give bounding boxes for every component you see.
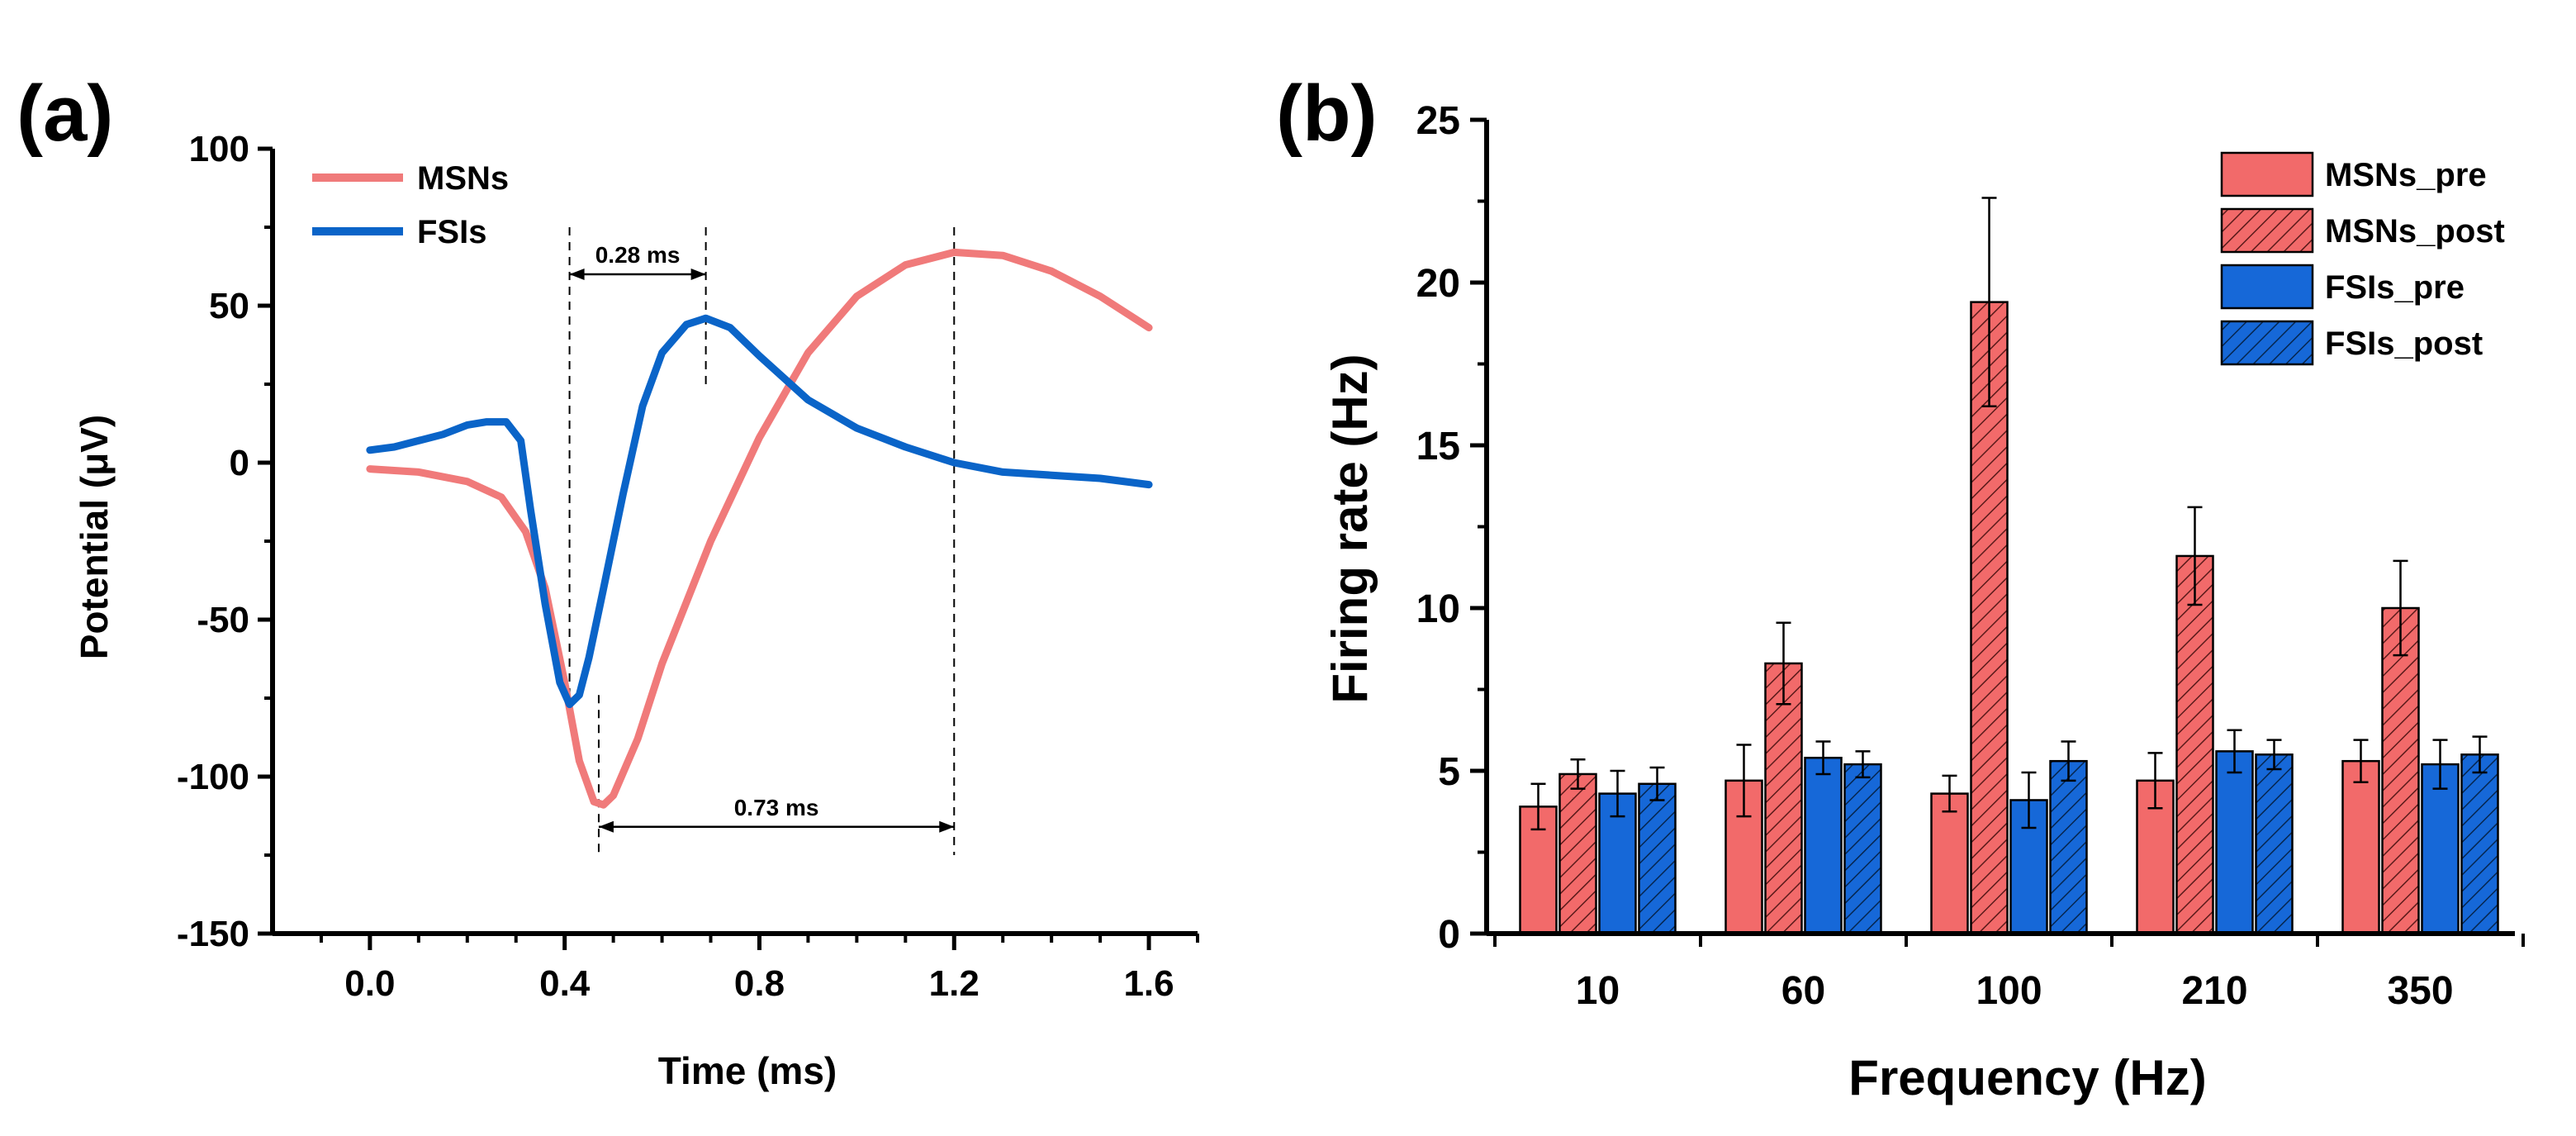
bar-msns_post-210 — [2175, 554, 2214, 935]
legend-swatch-fsis_post — [2220, 320, 2314, 366]
legend-label-fsis_pre: FSIs_pre — [2325, 269, 2465, 306]
legend-label-msns_post: MSNs_post — [2325, 213, 2505, 250]
legend-swatch-fsis_pre — [2220, 264, 2314, 310]
bar-msns_pre-350 — [2341, 759, 2380, 935]
legend-label-msns: MSNs — [417, 160, 509, 197]
panel-a-y-tick-label: 100 — [189, 129, 249, 169]
bar-fsis_post-10 — [1638, 782, 1677, 935]
panel-b-y-tick-label: 20 — [1416, 262, 1460, 306]
panel-a-y-tick-label: -150 — [177, 914, 249, 954]
panel-a-x-tick-label: 0.0 — [344, 963, 395, 1004]
panel-b-x-tick-label-210: 210 — [2181, 969, 2247, 1013]
panel-a-legend: MSNs FSIs — [312, 160, 509, 250]
annotation-arrowhead-left-0 — [569, 269, 585, 280]
bar-msns_pre-100 — [1930, 792, 1969, 935]
panel-a-y-tick-label: 50 — [209, 286, 249, 326]
panel-a-x-tick-label: 1.6 — [1123, 963, 1174, 1004]
legend-label-fsis_post: FSIs_post — [2325, 326, 2483, 362]
panel-a-y-axis-label: Potential (μV) — [73, 415, 116, 659]
bar-fsis_pre-210 — [2215, 750, 2254, 935]
bar-msns_post-100 — [1970, 301, 2009, 935]
bar-fsis_post-210 — [2255, 753, 2294, 935]
panel-b-y-tick-label: 10 — [1416, 587, 1460, 631]
bar-msns_post-10 — [1558, 772, 1597, 935]
panel-a-x-tick-label: 0.8 — [734, 963, 785, 1004]
panel-b-y-tick-label: 5 — [1438, 750, 1460, 794]
panel-a-guide-lines — [568, 227, 956, 855]
panel-b-x-tick-label-60: 60 — [1781, 969, 1825, 1013]
panel-a-label: (a) — [17, 69, 113, 158]
panel-b-y-tick-label: 15 — [1416, 425, 1460, 468]
annotation-arrowhead-right-0 — [690, 269, 706, 280]
bar-msns_post-350 — [2381, 606, 2420, 935]
bar-fsis_pre-60 — [1804, 756, 1843, 935]
annotation-arrowhead-right-1 — [939, 820, 955, 833]
panel-a-x-tick-label: 1.2 — [929, 963, 980, 1004]
annotation-label-0: 0.28 ms — [595, 242, 681, 268]
panel-b-y-axis-label: Firing rate (Hz) — [1322, 354, 1378, 703]
legend-label-fsis: FSIs — [417, 214, 486, 250]
panel-b-legend: MSNs_pre MSNs_post FSIs_pre FSIs_post — [2220, 151, 2505, 366]
panel-b-x-tick-label-350: 350 — [2387, 969, 2453, 1013]
bar-fsis_post-100 — [2049, 759, 2088, 935]
panel-b-y-tick-label: 0 — [1438, 913, 1460, 957]
panel-a-line-chart: (a) 100 50 0 -50 -100 -150 0.0 0.4 0.8 1.2 1.6 0.2… — [17, 69, 1199, 1092]
panel-b-y-tick-label: 25 — [1416, 99, 1460, 143]
panel-b-x-tick-label-100: 100 — [1976, 969, 2042, 1013]
panel-a-x-tick-label: 0.4 — [539, 963, 591, 1004]
panel-a-x-axis-label: Time (ms) — [658, 1049, 837, 1092]
legend-label-msns_pre: MSNs_pre — [2325, 157, 2487, 193]
annotation-arrowhead-left-1 — [598, 820, 614, 833]
panel-a-y-tick-label: -100 — [177, 757, 249, 797]
bar-fsis_post-60 — [1843, 763, 1882, 935]
panel-b-label: (b) — [1276, 69, 1378, 158]
series-line-fsis — [366, 314, 1153, 709]
bar-fsis_post-350 — [2460, 753, 2499, 935]
series-line-msns — [366, 248, 1153, 809]
legend-swatch-msns_pre — [2220, 151, 2314, 197]
panel-a-y-tick-label: 0 — [230, 443, 249, 483]
panel-b-x-axis-label: Frequency (Hz) — [1848, 1050, 2206, 1105]
annotation-label-1: 0.73 ms — [734, 795, 819, 820]
panel-b-x-tick-label-10: 10 — [1576, 969, 1620, 1013]
panel-a-y-tick-label: -50 — [197, 600, 249, 640]
legend-swatch-msns_post — [2220, 207, 2314, 254]
